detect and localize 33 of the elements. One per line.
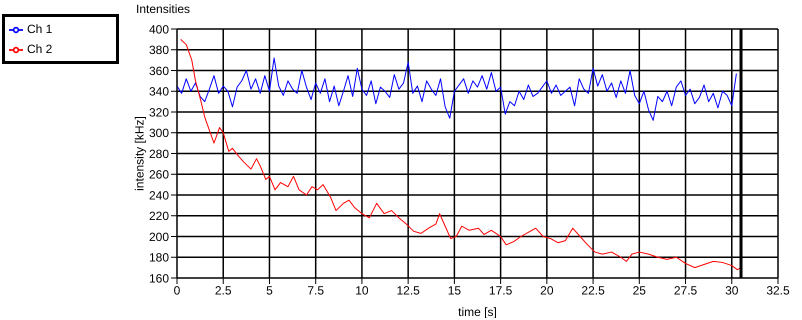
x-tick-label: 5: [266, 284, 274, 298]
y-tick-label: 240: [148, 188, 170, 202]
y-tick-label: 340: [148, 84, 170, 99]
x-tick-label: 10: [355, 284, 369, 298]
legend-label: Ch 2: [27, 42, 52, 56]
line-series: [180, 38, 742, 270]
x-tick-label: 17.5: [488, 284, 513, 298]
x-tick-label: 30: [725, 284, 739, 298]
x-tick-label: 25: [632, 284, 646, 298]
legend-label: Ch 1: [27, 22, 52, 36]
y-tick-label: 360: [148, 64, 170, 78]
x-tick-label: 7.5: [307, 284, 324, 298]
y-tick-label: 200: [148, 230, 170, 244]
x-tick-label: 12.5: [396, 284, 420, 298]
x-tick-label: 27.5: [674, 284, 698, 298]
y-tick-label: 280: [148, 146, 170, 161]
y-tick-label: 400: [148, 22, 170, 36]
x-tick-label: 2.5: [214, 284, 232, 298]
y-tick-label: 260: [148, 168, 170, 182]
y-tick-label: 380: [148, 43, 170, 58]
line-series: [177, 58, 737, 121]
chart-title: Intensities: [136, 2, 190, 16]
y-tick-label: 300: [148, 126, 170, 140]
y-axis-title: intensity [kHz]: [132, 116, 146, 191]
y-tick-label: 180: [148, 250, 170, 265]
x-tick-label: 15: [448, 284, 462, 298]
y-tick-label: 320: [148, 105, 170, 120]
x-tick-label: 22.5: [581, 284, 606, 298]
x-tick-label: 20: [540, 284, 554, 298]
x-tick-label: 32.5: [766, 284, 790, 298]
y-tick-label: 160: [148, 271, 170, 286]
x-tick-label: 0: [174, 284, 181, 298]
y-tick-label: 220: [148, 209, 170, 224]
